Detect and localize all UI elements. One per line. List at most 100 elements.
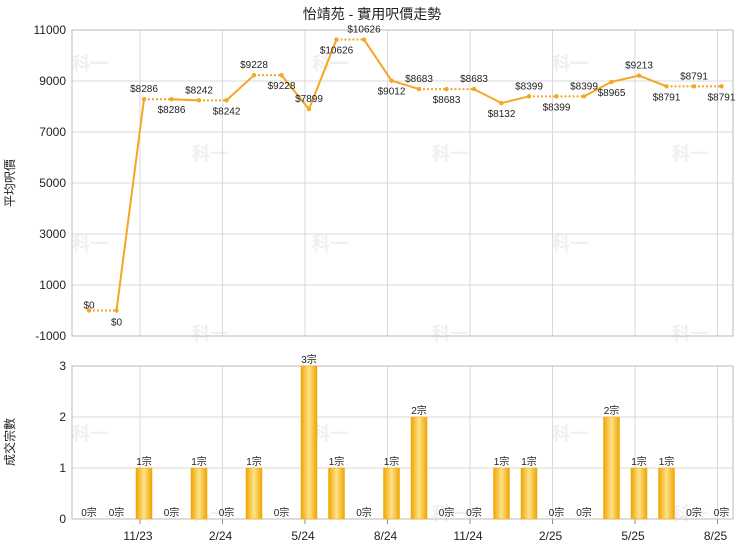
- x-tick-label: 8/25: [704, 529, 728, 543]
- price-line-segment: [280, 74, 310, 110]
- price-point: [224, 98, 229, 103]
- price-point: [169, 97, 174, 102]
- price-line-segment: [115, 99, 145, 311]
- price-point: [334, 37, 339, 42]
- price-data-label: $8683: [433, 95, 461, 106]
- price-y-tick-label: -1000: [35, 329, 66, 343]
- watermark: 科一: [72, 423, 108, 444]
- volume-bar: [493, 467, 510, 520]
- volume-y-tick-label: 2: [59, 410, 66, 424]
- volume-y-tick-label: 3: [59, 359, 66, 373]
- volume-bar: [520, 467, 538, 520]
- price-line-segment: [611, 74, 640, 83]
- price-line-segment: [501, 95, 530, 105]
- price-point: [499, 100, 504, 106]
- price-point: [691, 84, 697, 89]
- volume-data-label: 0宗: [356, 506, 372, 519]
- price-data-label: $8399: [515, 81, 543, 92]
- volume-data-label: 0宗: [81, 506, 97, 519]
- price-line-segment: [308, 39, 338, 110]
- volume-data-label: 0宗: [164, 506, 180, 519]
- volume-data-label: 0宗: [576, 506, 592, 519]
- watermark: 科一: [672, 323, 708, 344]
- price-line-segment: [638, 74, 667, 88]
- volume-bar: [300, 365, 318, 520]
- volume-data-label: 0宗: [219, 506, 235, 519]
- watermark: 科一: [312, 233, 348, 254]
- volume-data-label: 1宗: [494, 455, 510, 468]
- price-point: [609, 79, 614, 85]
- price-point: [251, 72, 257, 78]
- price-y-tick-label: 11000: [34, 23, 67, 37]
- price-data-label: $9012: [378, 87, 406, 98]
- volume-y-axis-label: 成交宗數: [2, 418, 17, 466]
- price-data-label: $9228: [268, 81, 296, 92]
- watermark: 科一: [72, 53, 108, 74]
- price-line-segment: [171, 98, 200, 102]
- volume-data-label: 1宗: [136, 455, 152, 468]
- price-point: [471, 86, 477, 92]
- volume-data-label: 1宗: [246, 455, 262, 468]
- x-tick-label: 11/23: [123, 529, 152, 543]
- price-data-label: $0: [83, 301, 95, 312]
- price-data-label: $8683: [460, 74, 488, 85]
- price-data-label: $8965: [598, 88, 626, 99]
- volume-y-tick-label: 1: [59, 461, 66, 475]
- price-data-label: $8286: [158, 105, 186, 116]
- price-point: [141, 97, 147, 102]
- price-y-tick-label: 1000: [39, 278, 66, 292]
- price-y-tick-label: 7000: [39, 125, 66, 139]
- volume-bar: [190, 467, 208, 520]
- price-panel: 1100090007000500030001000-1000$0$0$8286$…: [34, 23, 736, 343]
- volume-data-label: 3宗: [301, 353, 317, 366]
- price-point: [196, 98, 202, 103]
- price-point: [636, 73, 642, 78]
- watermark: 科一: [552, 423, 588, 444]
- price-line-segment: [363, 38, 393, 82]
- price-point: [279, 72, 284, 78]
- x-tick-label: 2/24: [209, 529, 233, 543]
- x-tick-label: 11/24: [453, 529, 482, 543]
- price-y-tick-label: 5000: [39, 176, 66, 190]
- volume-bar: [245, 467, 263, 520]
- price-point: [581, 94, 587, 99]
- price-data-label: $8683: [405, 74, 433, 85]
- price-point: [719, 84, 724, 89]
- volume-data-label: 0宗: [439, 506, 455, 519]
- price-data-label: $9228: [240, 60, 268, 71]
- volume-data-label: 2宗: [411, 404, 427, 417]
- price-data-label: $8286: [130, 84, 158, 95]
- price-line-segment: [225, 74, 255, 102]
- volume-data-label: 1宗: [659, 455, 675, 468]
- price-data-label: $8399: [543, 102, 571, 113]
- watermark: 科一: [552, 53, 588, 74]
- volume-data-label: 1宗: [191, 455, 207, 468]
- x-tick-label: 8/24: [374, 529, 398, 543]
- price-data-label: $8791: [708, 92, 736, 103]
- watermark: 科一: [672, 143, 708, 164]
- watermark: 科一: [432, 143, 468, 164]
- volume-plot-frame: [71, 365, 734, 520]
- watermark: 科一: [552, 233, 588, 254]
- price-point: [361, 37, 367, 42]
- price-point: [416, 86, 422, 92]
- volume-bar: [328, 467, 345, 520]
- price-point: [554, 94, 559, 99]
- volume-data-label: 1宗: [631, 455, 647, 468]
- price-line-segment: [583, 81, 612, 98]
- volume-y-tick-label: 0: [59, 512, 66, 526]
- chart-title: 怡靖苑 - 實用呎價走勢: [303, 6, 441, 22]
- price-data-label: $8791: [653, 92, 681, 103]
- volume-data-label: 1宗: [521, 455, 537, 468]
- price-point: [664, 84, 669, 89]
- x-tick-label: 2/25: [539, 529, 563, 543]
- price-data-label: $7899: [295, 94, 323, 105]
- watermark: 科一: [192, 323, 228, 344]
- price-line-segment: [473, 88, 502, 105]
- price-data-label: $8242: [185, 85, 213, 96]
- price-point: [114, 308, 119, 313]
- volume-data-label: 0宗: [686, 506, 702, 519]
